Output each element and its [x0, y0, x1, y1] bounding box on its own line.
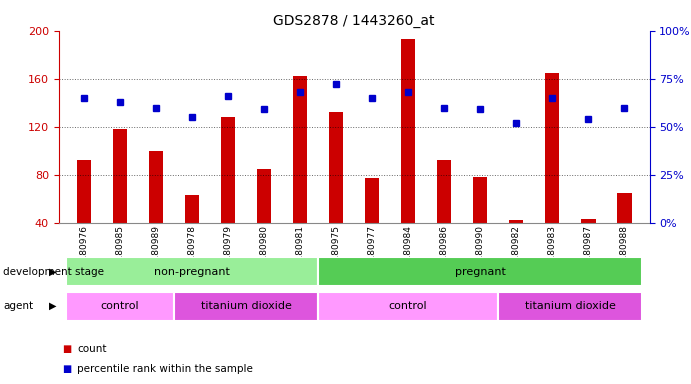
Bar: [113, 129, 127, 223]
Bar: [66, 257, 318, 286]
Bar: [401, 39, 415, 223]
Bar: [257, 169, 272, 223]
Bar: [174, 292, 318, 321]
Bar: [545, 73, 560, 223]
Bar: [221, 117, 235, 223]
Bar: [365, 178, 379, 223]
Bar: [498, 292, 643, 321]
Text: development stage: development stage: [3, 266, 104, 277]
Bar: [318, 292, 498, 321]
Text: titanium dioxide: titanium dioxide: [525, 301, 616, 311]
Text: percentile rank within the sample: percentile rank within the sample: [77, 364, 254, 374]
Bar: [66, 292, 174, 321]
Text: ■: ■: [62, 364, 71, 374]
Bar: [509, 220, 524, 223]
Text: count: count: [77, 344, 107, 354]
Bar: [149, 151, 163, 223]
Text: ▶: ▶: [49, 301, 57, 311]
Bar: [437, 161, 451, 223]
Bar: [617, 193, 632, 223]
Text: control: control: [101, 301, 140, 311]
Title: GDS2878 / 1443260_at: GDS2878 / 1443260_at: [274, 14, 435, 28]
Bar: [293, 76, 307, 223]
Bar: [329, 112, 343, 223]
Bar: [473, 177, 487, 223]
Text: pregnant: pregnant: [455, 266, 506, 277]
Bar: [581, 219, 596, 223]
Text: control: control: [389, 301, 428, 311]
Text: non-pregnant: non-pregnant: [154, 266, 230, 277]
Bar: [318, 257, 643, 286]
Bar: [77, 161, 91, 223]
Text: ■: ■: [62, 344, 71, 354]
Text: agent: agent: [3, 301, 34, 311]
Text: titanium dioxide: titanium dioxide: [200, 301, 292, 311]
Bar: [184, 195, 199, 223]
Text: ▶: ▶: [49, 266, 57, 277]
